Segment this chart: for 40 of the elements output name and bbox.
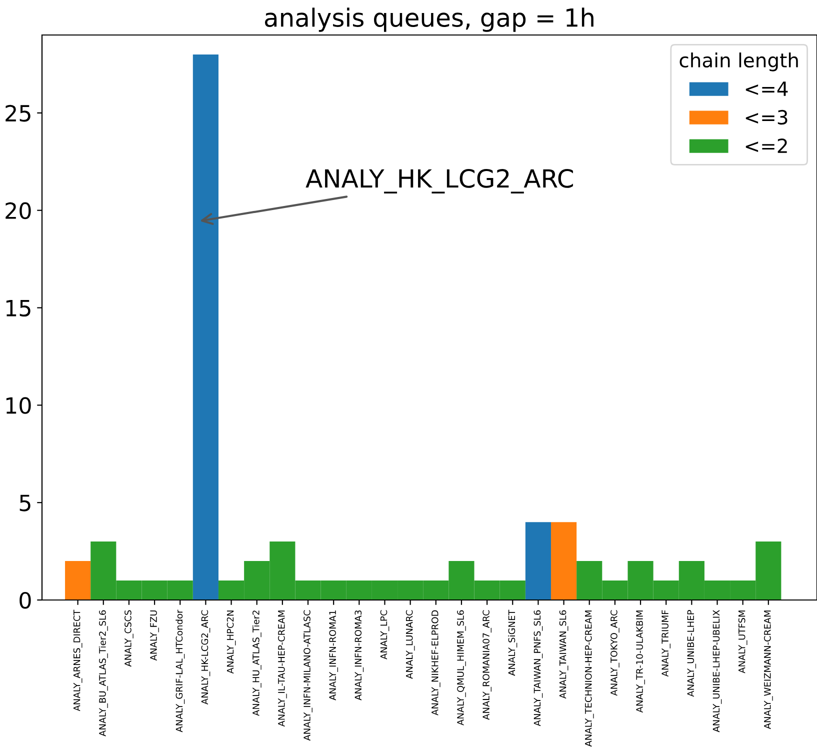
x-tick-label: ANALY_TAIWAN_PNFS_SL6 bbox=[534, 610, 543, 726]
x-tick-label: ANALY_IL-TAU-HEP-CREAM bbox=[278, 610, 287, 727]
x-tick-label: ANALY_UNIBE-LHEP-UBELIX bbox=[712, 610, 722, 732]
x-tick-label: ANALY_INFN-ROMA1 bbox=[329, 610, 338, 700]
legend-title: chain length bbox=[680, 52, 798, 72]
x-tick-label: ANALY_UNIBE-LHEP bbox=[687, 610, 696, 697]
x-tick-label: ANALY_CSCS bbox=[124, 610, 134, 667]
x-tick-label: ANALY_TECHNION-HEP-CREAM bbox=[584, 610, 594, 747]
x-tick-label: ANALY_LPC bbox=[380, 610, 390, 660]
x-tick-label: ANALY_HK-LCG2_ARC bbox=[201, 610, 210, 705]
x-tick-label: ANALY_ROMANIA07_ARC bbox=[482, 610, 492, 720]
x-tick-label: ANALY_QMUL_HIMEM_SL6 bbox=[457, 610, 466, 726]
x-tick-label: ANALY_HU_ATLAS_Tier2 bbox=[252, 610, 262, 716]
legend-label: <=4 bbox=[746, 82, 788, 96]
x-tick-label: ANALY_INFN-MILANO-ATLASC bbox=[304, 610, 312, 741]
x-tick-label: ANALY_UTFSM bbox=[738, 610, 748, 674]
x-tick-label: ANALY_NIKHEF-ELPROD bbox=[431, 610, 440, 716]
x-tick-label: ANALY_INFN-ROMA3 bbox=[354, 610, 364, 700]
x-tick-label: ANALY_TR-10-ULAKBIM bbox=[636, 610, 645, 713]
x-tick-label: ANALY_LUNARC bbox=[406, 610, 415, 679]
y-tick-label: 10 bbox=[6, 397, 31, 414]
x-tick-label: ANALY_FZU bbox=[150, 610, 159, 661]
x-tick-label: ANALY_SiGNET bbox=[508, 610, 518, 676]
x-tick-label: ANALY_TAIWAN_SL6 bbox=[559, 610, 568, 699]
y-tick-label: 15 bbox=[6, 300, 30, 317]
y-tick-label: 20 bbox=[6, 202, 31, 220]
x-tick-label: ANALY_BU_ATLAS_Tier2_SL6 bbox=[98, 610, 108, 736]
chart-title: analysis queues, gap = 1h bbox=[264, 8, 594, 32]
legend-label: <=2 bbox=[746, 138, 787, 153]
x-tick-label: ANALY_GRIF-LAL_HTCondor bbox=[176, 610, 185, 732]
legend-label: <=3 bbox=[746, 110, 788, 125]
annotation: ANALY_HK_LCG2_ARC bbox=[306, 168, 573, 194]
y-tick-label: 0 bbox=[20, 592, 31, 609]
x-tick-label: ANALY_TOKYO_ARC bbox=[610, 610, 620, 696]
x-tick-label: ANALY_HPC2N bbox=[226, 610, 236, 674]
x-tick-label: ANALY_ARNES_DIRECT bbox=[73, 610, 82, 712]
y-tick-label: 5 bbox=[20, 494, 30, 512]
y-tick-label: 25 bbox=[6, 104, 30, 122]
x-tick-label: ANALY_WEIZMANN-CREAM bbox=[764, 610, 773, 730]
x-tick-label: ANALY_TRIUMF bbox=[662, 610, 670, 677]
